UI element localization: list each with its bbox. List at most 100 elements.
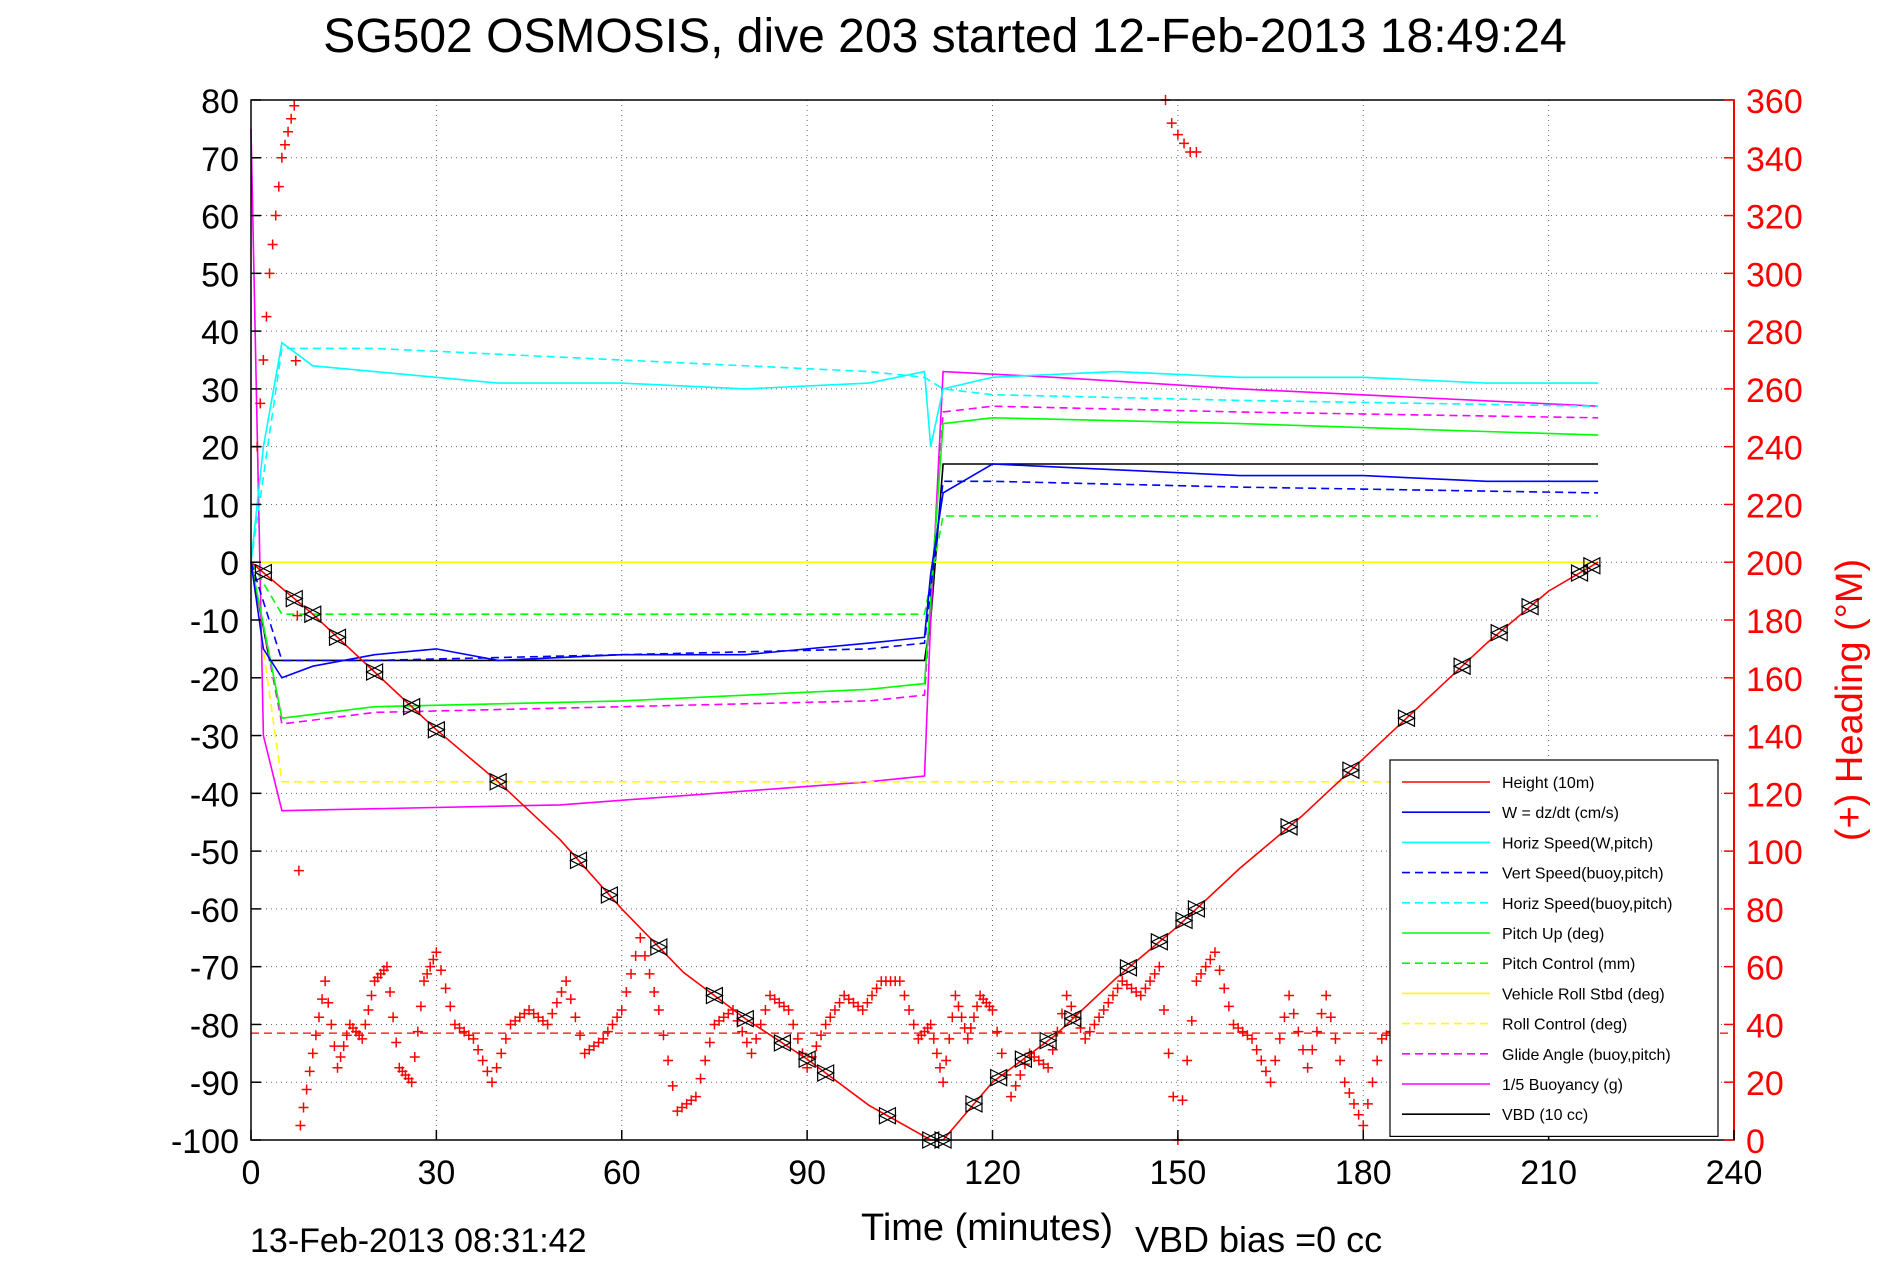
heading-marker: [1112, 983, 1123, 994]
heading-marker: [335, 1051, 346, 1062]
heading-marker: [944, 1033, 955, 1044]
y-tick-label-left: 20: [201, 430, 239, 468]
triangle-marker-left: [1174, 911, 1193, 930]
legend-label: Height (10m): [1502, 775, 1594, 792]
series-horiz-speed-buoy-pitch: [250, 347, 1599, 563]
heading-marker: [556, 986, 567, 997]
heading-marker: [1353, 1109, 1364, 1120]
legend-label: Horiz Speed(buoy,pitch): [1502, 896, 1672, 913]
heading-marker: [925, 1019, 936, 1030]
heading-marker: [639, 950, 650, 961]
heading-marker: [947, 1012, 958, 1023]
legend-label: 1/5 Buoyancy (g): [1502, 1077, 1623, 1094]
legend-label: Vehicle Roll Stbd (deg): [1502, 986, 1665, 1003]
heading-marker: [746, 1048, 757, 1059]
heading-marker: [1362, 1098, 1373, 1109]
heading-marker: [1279, 1012, 1290, 1023]
heading-marker: [1256, 1055, 1267, 1066]
y-tick-label-right: 200: [1746, 545, 1803, 583]
heading-marker: [1247, 1033, 1258, 1044]
heading-marker: [626, 968, 637, 979]
heading-marker: [931, 1048, 942, 1059]
heading-marker: [1298, 1044, 1308, 1055]
heading-marker: [1168, 1091, 1179, 1102]
y-tick-label-right: 300: [1746, 256, 1803, 294]
triangle-marker-left: [989, 1068, 1008, 1087]
heading-marker: [366, 990, 377, 1001]
heading-marker: [431, 947, 442, 958]
heading-marker: [953, 1001, 964, 1012]
y-tick-label-left: -20: [190, 661, 239, 699]
heading-marker: [255, 398, 266, 409]
heading-marker: [415, 1001, 426, 1012]
heading-marker: [834, 997, 845, 1008]
heading-marker: [264, 268, 275, 279]
heading-marker: [320, 976, 331, 987]
triangle-marker-left: [427, 720, 445, 739]
y-tick-label-left: 60: [201, 199, 239, 237]
series-1-5-buoyancy-g: [250, 128, 1599, 812]
legend-label: Horiz Speed(W,pitch): [1502, 835, 1653, 852]
triangle-marker-left: [1397, 709, 1416, 728]
heading-marker: [941, 1055, 952, 1066]
heading-marker: [1325, 1012, 1336, 1023]
heading-marker: [1358, 1120, 1369, 1131]
heading-marker: [996, 1048, 1007, 1059]
y-tick-label-left: -30: [190, 719, 239, 757]
heading-marker: [290, 355, 301, 366]
heading-marker: [1140, 983, 1151, 994]
heading-marker: [385, 986, 396, 997]
heading-marker: [1321, 990, 1332, 1001]
heading-marker: [816, 1030, 827, 1041]
triangle-marker-left: [1014, 1050, 1032, 1069]
heading-marker: [409, 1051, 420, 1062]
heading-marker: [468, 1033, 479, 1044]
heading-marker: [704, 1037, 715, 1048]
heading-marker: [412, 1026, 423, 1037]
heading-marker: [934, 1062, 945, 1073]
x-tick-label: 0: [242, 1154, 261, 1192]
triangle-marker-left: [773, 1033, 792, 1052]
x-tick-label: 150: [1150, 1154, 1207, 1192]
heading-marker: [1057, 1008, 1068, 1019]
y-tick-label-right: 60: [1746, 950, 1784, 988]
legend-label: W = dz/dt (cm/s): [1502, 805, 1619, 822]
heading-marker: [338, 1041, 349, 1052]
heading-marker: [1006, 1091, 1017, 1102]
heading-marker: [760, 1005, 771, 1015]
heading-marker: [1089, 1019, 1100, 1030]
heading-marker: [751, 1033, 762, 1044]
y-tick-label-left: -100: [171, 1123, 239, 1161]
heading-marker: [950, 990, 961, 1001]
heading-marker: [436, 965, 447, 976]
y-tick-label-right: 240: [1746, 430, 1803, 468]
heading-marker: [1344, 1088, 1355, 1099]
y-tick-label-left: 0: [220, 545, 239, 583]
heading-marker: [1209, 947, 1220, 958]
legend-label: VBD (10 cc): [1502, 1107, 1588, 1124]
heading-marker: [289, 100, 300, 111]
heading-marker: [258, 355, 269, 365]
heading-marker: [1015, 1070, 1026, 1080]
triangle-marker-left: [1187, 899, 1206, 918]
heading-marker: [667, 1080, 678, 1091]
y-tick-label-left: 10: [201, 487, 239, 525]
heading-marker: [1154, 961, 1165, 972]
heading-marker: [323, 997, 334, 1008]
heading-marker: [496, 1048, 507, 1059]
heading-marker: [575, 1030, 586, 1041]
legend: Height (10m) W = dz/dt (cm/s) Horiz Speed(…: [1389, 759, 1719, 1137]
heading-marker: [326, 1019, 337, 1030]
heading-marker: [425, 961, 436, 972]
triangle-marker-left: [1341, 761, 1360, 780]
heading-marker: [737, 1026, 748, 1037]
heading-marker: [1103, 997, 1114, 1008]
heading-marker: [938, 1077, 949, 1088]
series-group: [250, 128, 1599, 1141]
series-pitch-control-mm: [250, 515, 1599, 616]
heading-marker: [1219, 983, 1230, 994]
heading-marker: [829, 1005, 840, 1015]
y-tick-label-right: 80: [1746, 892, 1784, 930]
heading-marker: [653, 1005, 664, 1015]
heading-marker: [329, 1041, 340, 1052]
